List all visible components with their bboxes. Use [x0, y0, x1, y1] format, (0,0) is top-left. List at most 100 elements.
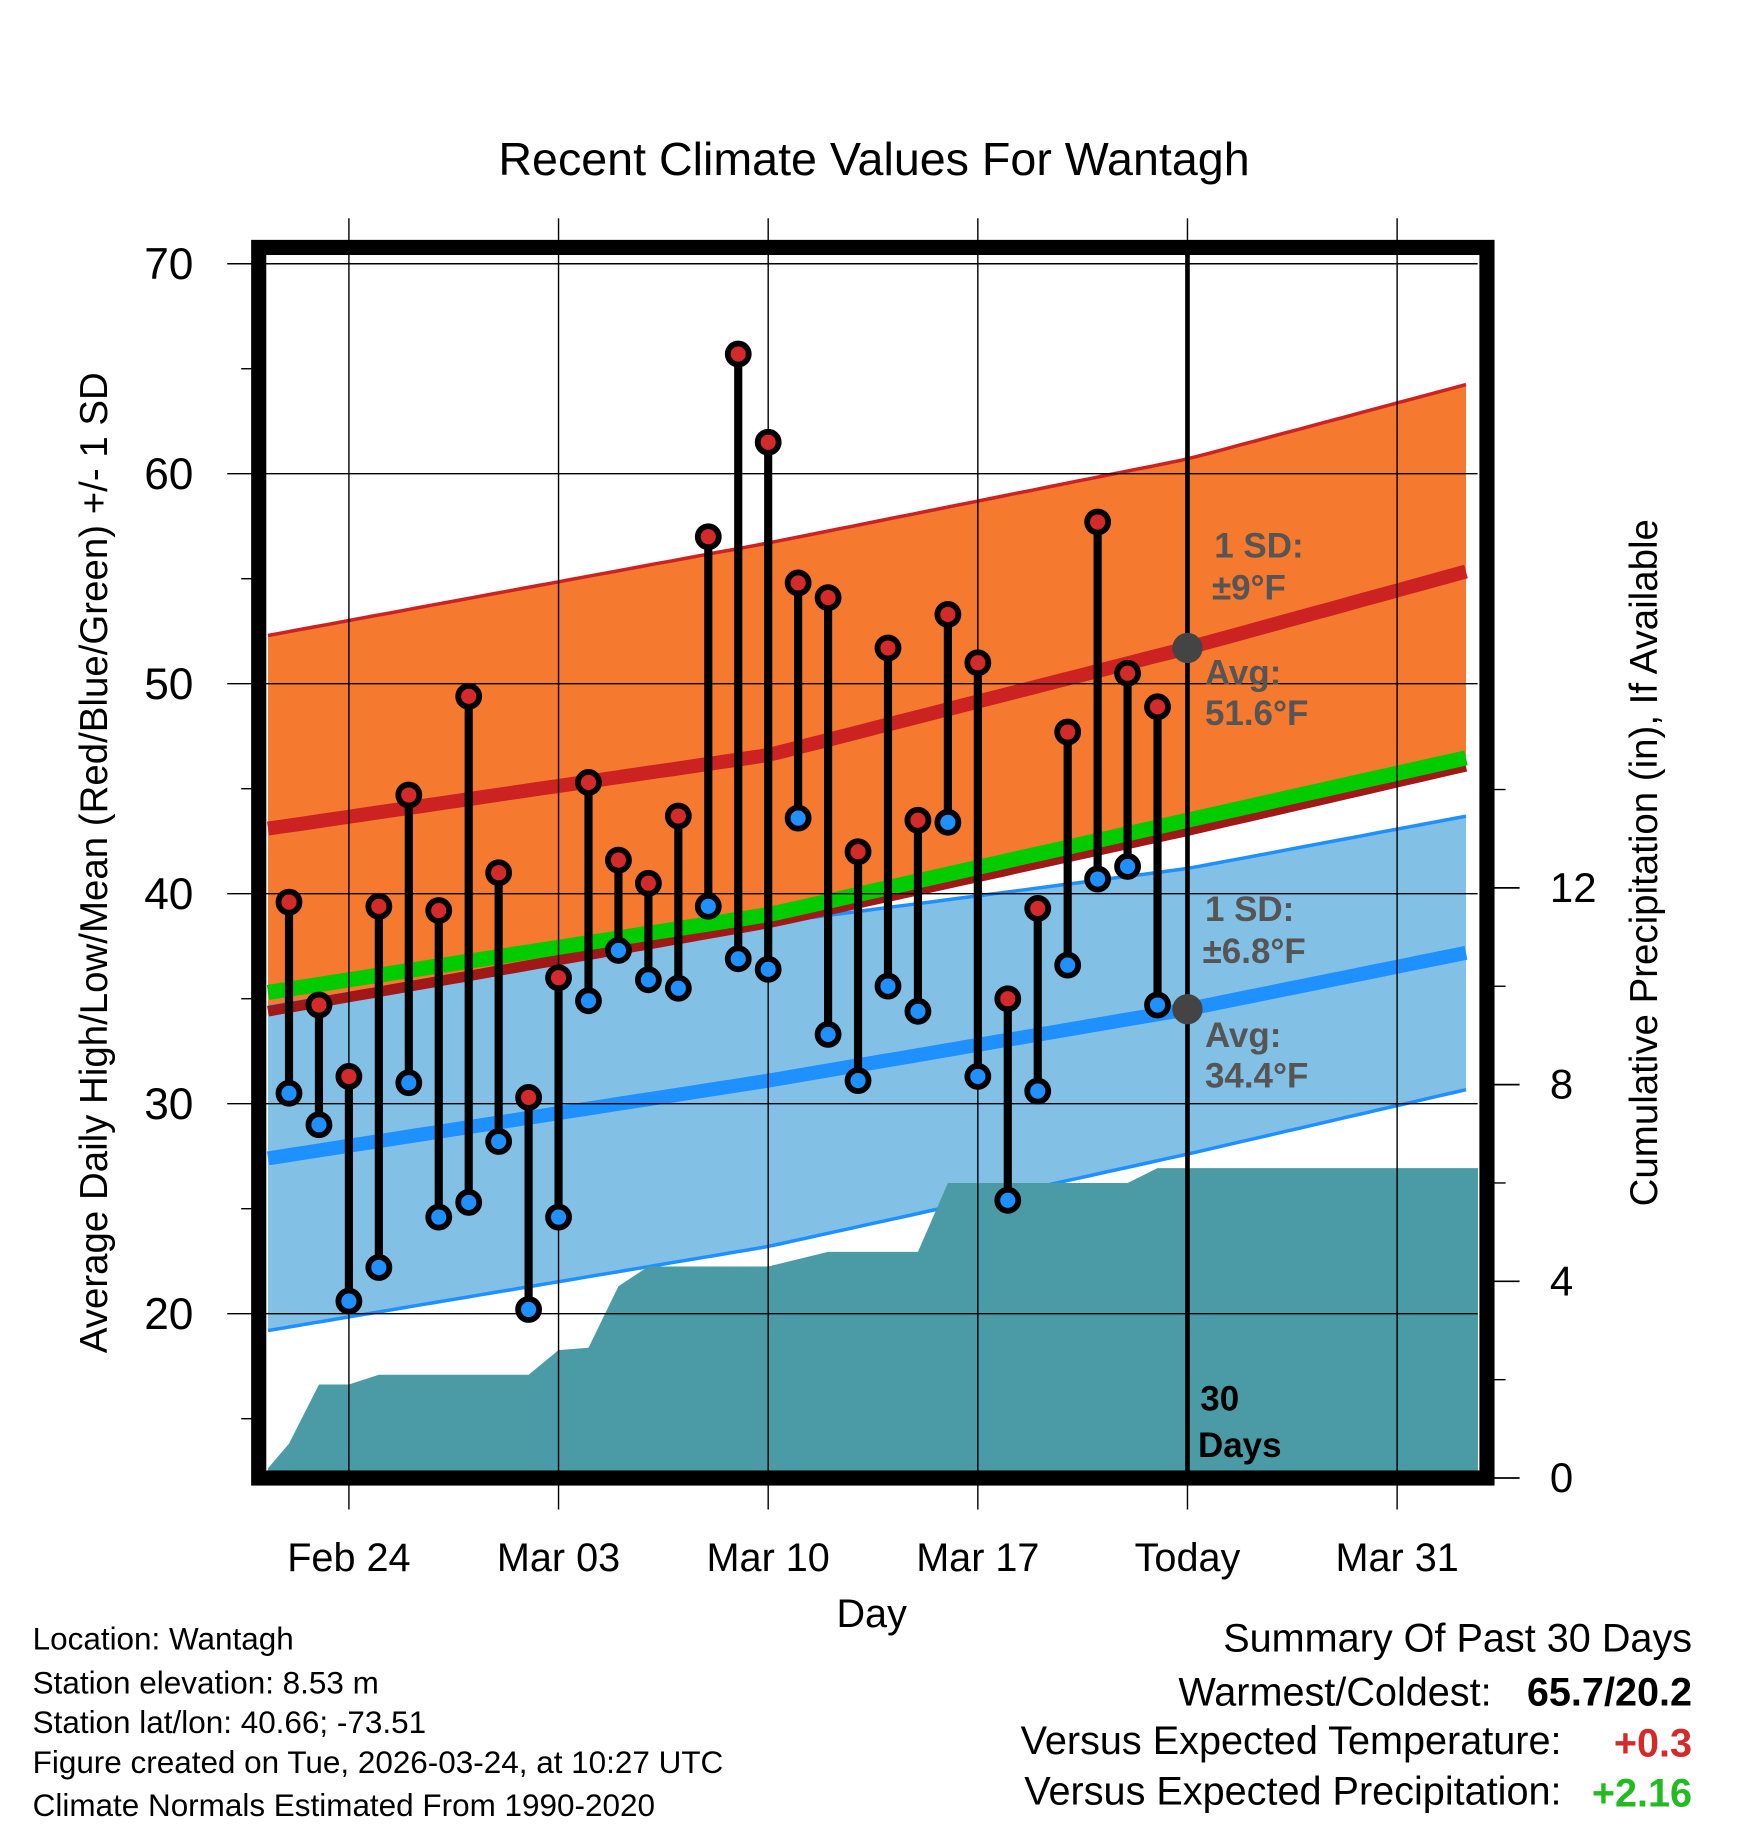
high-point: [425, 897, 453, 924]
high-point: [515, 1084, 542, 1111]
plot-frame: [251, 239, 1495, 1486]
high-point: [575, 769, 602, 796]
low-lower-line: [267, 1088, 1467, 1333]
y2-tick-label: 4: [1550, 1257, 1573, 1304]
low-point: [305, 1111, 333, 1139]
low-point: [844, 1067, 872, 1095]
high-point: [275, 888, 303, 916]
high-point: [485, 859, 513, 887]
low-point: [575, 987, 602, 1015]
low-point: [934, 808, 962, 836]
high-point: [784, 569, 812, 597]
low-point: [754, 955, 782, 983]
high-point: [1114, 659, 1141, 687]
precip-area: [268, 1168, 1478, 1479]
high-point: [694, 523, 722, 551]
high-point: [365, 892, 393, 920]
x-tick-label: Mar 10: [707, 1536, 830, 1580]
high-point: [874, 634, 902, 662]
summary-precip-value: +2.16: [1592, 1772, 1692, 1816]
footer-normals: Climate Normals Estimated From 1990-2020: [33, 1788, 655, 1823]
footer-location: Location: Wantagh: [33, 1621, 294, 1656]
high-avg-label: Avg:: [1205, 653, 1281, 692]
low-point: [605, 937, 632, 964]
low-point: [664, 974, 692, 1002]
footer-elevation: Station elevation: 8.53 m: [33, 1666, 379, 1701]
low-point: [874, 972, 902, 1000]
low-point: [1084, 865, 1112, 893]
low-point: [275, 1079, 303, 1107]
low-point: [964, 1063, 992, 1090]
low-avg-label: Avg:: [1205, 1016, 1281, 1055]
high-point: [634, 869, 662, 897]
x-tick-label: Feb 24: [287, 1536, 410, 1580]
y-tick-label: 30: [144, 1080, 193, 1129]
low-point: [1024, 1077, 1052, 1105]
high-point: [994, 985, 1022, 1013]
x-tick-label: Mar 03: [497, 1536, 620, 1580]
low-sd-label: 1 SD:: [1205, 890, 1294, 929]
y-tick-label: 70: [144, 240, 193, 289]
footer-latlon: Station lat/lon: 40.66; -73.51: [33, 1705, 426, 1740]
low-point: [994, 1186, 1022, 1214]
low-point: [365, 1254, 393, 1281]
y2-axis-label: Cumulative Precipitation (in), If Availa…: [1623, 519, 1666, 1206]
high-point: [754, 428, 782, 456]
y-tick-label: 50: [144, 660, 193, 709]
x-tick-label: Mar 17: [916, 1536, 1039, 1580]
high-avg-value: 51.6°F: [1205, 694, 1308, 733]
days-label-text: Days: [1198, 1426, 1282, 1465]
high-point: [545, 964, 572, 992]
summary-precip-label: Versus Expected Precipitation:: [1024, 1769, 1561, 1813]
chart-title: Recent Climate Values For Wantagh: [498, 133, 1249, 185]
high-point: [964, 649, 992, 677]
summary-warm-label: Warmest/Coldest:: [1178, 1670, 1491, 1714]
y-axis-label: Average Daily High/Low/Mean (Red/Blue/Gr…: [73, 372, 116, 1353]
high-point: [305, 991, 333, 1019]
high-point: [724, 340, 752, 368]
low-point: [1144, 991, 1171, 1019]
low-avg-value: 34.4°F: [1205, 1057, 1308, 1096]
footer-created: Figure created on Tue, 2026-03-24, at 10…: [33, 1745, 724, 1780]
x-tick-label: Today: [1135, 1536, 1241, 1580]
summary-warm-value: 65.7/20.2: [1527, 1670, 1692, 1714]
summary-temp-label: Versus Expected Temperature:: [1021, 1719, 1562, 1763]
high-point: [605, 846, 632, 874]
x-tick-label: Mar 31: [1335, 1536, 1458, 1580]
low-point: [814, 1021, 842, 1048]
today-high-avg-dot: [1172, 632, 1203, 664]
high-sd-label: 1 SD:: [1214, 526, 1303, 565]
low-point: [1114, 853, 1141, 880]
low-point: [515, 1296, 542, 1323]
high-point: [814, 584, 842, 612]
high-point: [1024, 895, 1052, 922]
high-upper-line: [267, 382, 1467, 638]
today-low-avg-dot: [1172, 994, 1203, 1025]
y2-tick-label: 12: [1550, 864, 1597, 911]
low-point: [1054, 951, 1082, 979]
y2-tick-label: 0: [1550, 1454, 1573, 1501]
y-tick-label: 60: [144, 450, 193, 499]
high-point: [904, 806, 932, 834]
high-point: [1144, 693, 1171, 721]
high-point: [1084, 508, 1112, 536]
y-tick-label: 20: [144, 1290, 193, 1339]
summary-title: Summary Of Past 30 Days: [1223, 1617, 1692, 1661]
high-point: [1054, 718, 1082, 746]
low-point: [694, 892, 722, 920]
low-point: [425, 1203, 453, 1231]
y-tick-label: 40: [144, 870, 193, 919]
high-point: [335, 1063, 363, 1090]
days-label-num: 30: [1200, 1379, 1239, 1418]
high-point: [664, 802, 692, 830]
summary-temp-value: +0.3: [1614, 1722, 1692, 1766]
y2-tick-label: 8: [1550, 1061, 1573, 1108]
high-point: [455, 682, 483, 710]
low-point: [634, 966, 662, 994]
high-point: [844, 838, 872, 866]
x-axis-label: Day: [836, 1592, 907, 1636]
low-point: [784, 804, 812, 832]
low-point: [395, 1069, 423, 1097]
low-point: [724, 945, 752, 973]
